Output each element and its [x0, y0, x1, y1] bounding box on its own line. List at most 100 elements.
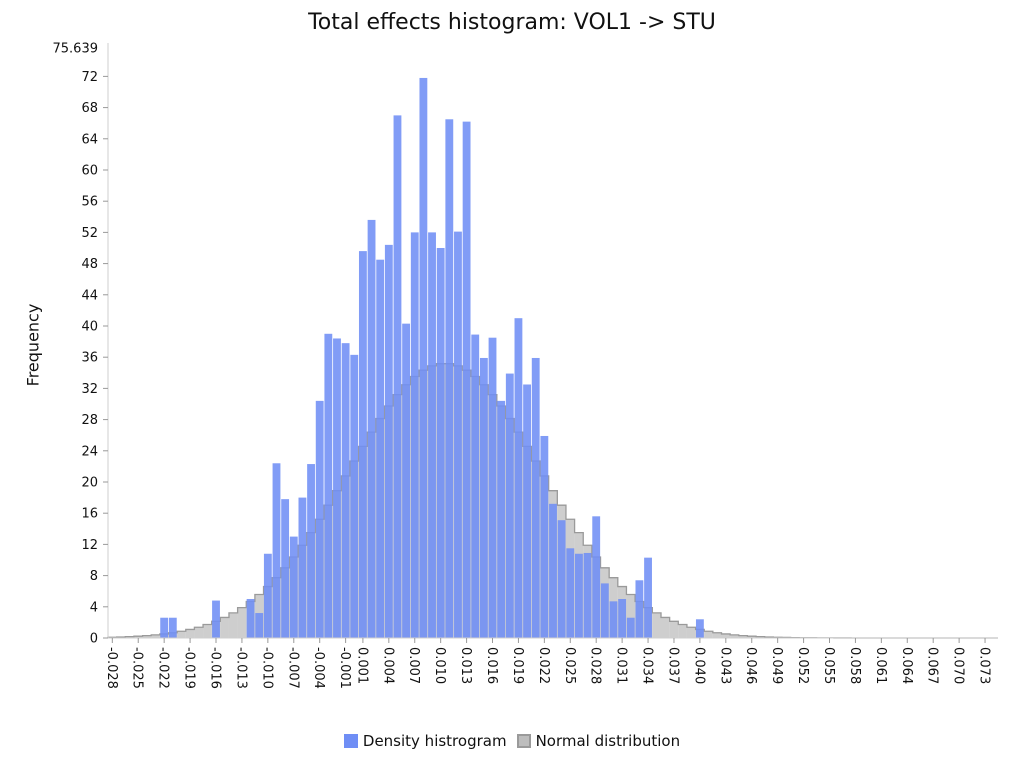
x-tick-label: 0.052: [795, 647, 810, 684]
histogram-bar: [583, 552, 592, 638]
histogram-bar: [436, 247, 445, 638]
y-tick-label: 36: [81, 351, 98, 366]
y-tick-label: 28: [81, 413, 98, 428]
histogram-bar: [609, 601, 618, 638]
histogram-bar: [618, 598, 627, 638]
normal-bar: [133, 636, 143, 638]
histogram-bar: [488, 337, 497, 638]
y-tick-label: 48: [81, 257, 98, 272]
histogram-bar: [531, 357, 540, 638]
histogram-bar: [428, 232, 436, 638]
y-tick-label: 4: [90, 600, 98, 615]
normal-bar: [704, 631, 713, 638]
histogram-bar: [384, 244, 393, 638]
y-tick-label: 32: [81, 382, 98, 397]
histogram-bar: [307, 464, 315, 638]
x-tick-label: 0.025: [562, 647, 577, 684]
y-tick-label: 16: [81, 507, 98, 522]
x-tick-label: 0.034: [640, 647, 655, 684]
normal-bar: [686, 627, 696, 638]
x-tick-label: 0.016: [484, 647, 499, 684]
legend-label-normal: Normal distribution: [535, 732, 681, 750]
normal-bar: [661, 617, 670, 638]
histogram-bar: [445, 119, 454, 638]
legend-swatch-normal: [516, 734, 531, 748]
histogram-bar: [523, 384, 531, 638]
legend-item-density-histogram[interactable]: Density histrogram: [343, 732, 507, 750]
y-tick-label: 72: [81, 70, 98, 85]
normal-bar: [678, 624, 687, 638]
normal-bar: [203, 624, 212, 638]
histogram-bar: [419, 77, 428, 638]
y-tick-label: 0: [90, 632, 98, 647]
histogram-bar: [514, 318, 523, 638]
histogram-bar: [549, 503, 557, 638]
x-tick-label: 0.055: [821, 647, 836, 684]
histogram-bar: [402, 323, 411, 638]
x-tick-label: -0.016: [208, 647, 223, 689]
x-tick-label: -0.013: [233, 647, 248, 689]
histogram-bar: [462, 121, 471, 639]
y-tick-label: 56: [81, 195, 98, 210]
normal-bar: [185, 629, 195, 638]
normal-bar: [730, 634, 739, 638]
histogram-bar: [263, 553, 272, 638]
normal-bar: [125, 636, 134, 638]
histogram-bar: [376, 259, 385, 638]
x-tick-label: 0.058: [847, 647, 862, 684]
normal-bar: [194, 627, 204, 638]
histogram-bar: [160, 617, 169, 638]
normal-bar: [756, 636, 765, 638]
x-tick-label: 0.067: [925, 647, 940, 684]
x-tick-label: -0.007: [285, 647, 300, 689]
histogram-bar: [479, 357, 488, 638]
y-tick-label: 8: [90, 569, 98, 584]
x-tick-label: 0.007: [406, 647, 421, 684]
histogram-bar: [333, 338, 341, 638]
x-tick-label: 0.010: [432, 647, 447, 684]
histogram-bar: [315, 400, 324, 638]
histogram-bar: [324, 333, 333, 638]
x-tick-label: -0.010: [259, 647, 274, 689]
x-tick-label: 0.061: [873, 647, 888, 684]
normal-bar: [177, 631, 186, 638]
histogram-bar: [281, 499, 290, 638]
x-tick-label: 0.070: [951, 647, 966, 684]
normal-bar: [747, 636, 757, 638]
y-tick-label: 64: [81, 132, 98, 147]
normal-bar: [652, 612, 662, 638]
x-tick-label: 0.049: [769, 647, 784, 684]
normal-bar: [228, 612, 238, 638]
histogram-bar: [592, 516, 601, 638]
histogram-bar: [635, 580, 644, 638]
x-tick-label: -0.019: [182, 647, 197, 689]
histogram-bar: [410, 232, 419, 638]
legend-item-normal-distribution[interactable]: Normal distribution: [516, 732, 681, 750]
x-tick-label: -0.004: [311, 647, 326, 689]
x-tick-label: -0.001: [337, 647, 352, 689]
x-tick-label: 0.013: [458, 647, 473, 684]
histogram-bar: [600, 583, 609, 638]
y-tick-label: 44: [81, 288, 98, 303]
histogram-bar: [497, 400, 506, 638]
y-tick-label: 20: [81, 475, 98, 490]
histogram-bar: [566, 548, 575, 638]
histogram-bar: [644, 557, 652, 638]
normal-bar: [626, 594, 636, 638]
y-tick-label: 24: [81, 444, 98, 459]
y-tick-label: 52: [81, 226, 98, 241]
x-tick-label: 0.019: [510, 647, 525, 684]
normal-bar: [721, 633, 731, 638]
x-tick-label: 0.040: [691, 647, 706, 684]
histogram-bar: [626, 617, 635, 638]
histogram-bar: [168, 617, 177, 638]
normal-bar: [738, 635, 748, 638]
axes: 0481216202428323640444852566064687275.63…: [53, 42, 998, 689]
histogram-bar: [540, 435, 549, 638]
histogram-bar: [393, 115, 402, 639]
histogram-bar: [255, 613, 264, 638]
x-tick-label: 0.028: [588, 647, 603, 684]
y-max-label: 75.639: [53, 42, 99, 57]
histogram-bar: [454, 231, 462, 638]
